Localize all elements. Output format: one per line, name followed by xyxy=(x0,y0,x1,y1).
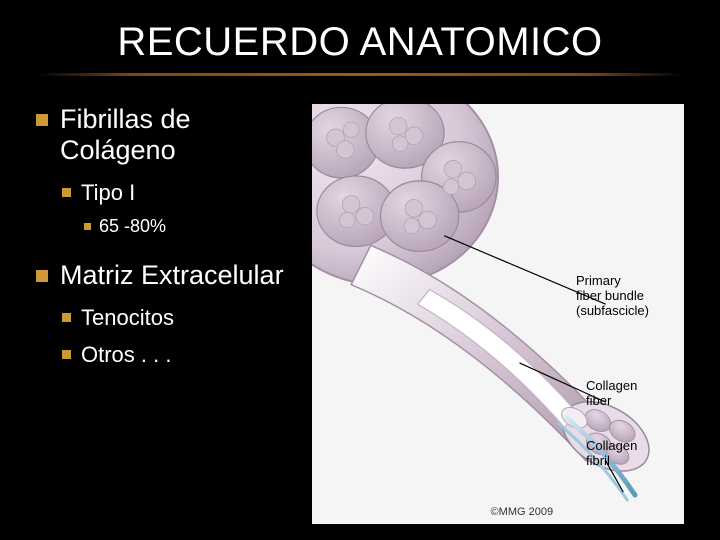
callout-collagen-fiber: Collagen fiber xyxy=(586,379,676,409)
square-bullet-icon xyxy=(36,114,48,126)
callout-primary-bundle: Primary fiber bundle (subfascicle) xyxy=(576,274,676,319)
list-item: Matriz Extracelular Tenocitos xyxy=(36,260,296,368)
text-column: Fibrillas de Colágeno Tipo I xyxy=(36,104,296,524)
callout-text: Collagen xyxy=(586,378,637,393)
copyright-text: ©MMG 2009 xyxy=(491,506,554,518)
slide: RECUERDO ANATOMICO Fibrillas de Colágeno… xyxy=(0,0,720,540)
callout-collagen-fibril: Collagen fibril xyxy=(586,439,676,469)
callout-text: Primary xyxy=(576,273,621,288)
content-row: Fibrillas de Colágeno Tipo I xyxy=(36,104,684,524)
bullet-label: 65 -80% xyxy=(99,216,166,238)
list-item: Otros . . . xyxy=(62,342,296,368)
square-bullet-icon xyxy=(62,313,71,322)
square-bullet-icon xyxy=(62,188,71,197)
callout-text: Collagen xyxy=(586,438,637,453)
bullet-label: Tenocitos xyxy=(81,305,174,331)
callout-text: fiber xyxy=(586,393,611,408)
callout-text: (subfascicle) xyxy=(576,303,649,318)
list-item: Tenocitos xyxy=(62,305,296,331)
list-item: Fibrillas de Colágeno Tipo I xyxy=(36,104,296,238)
square-bullet-icon xyxy=(62,350,71,359)
list-item: Tipo I 65 -80% xyxy=(62,180,296,238)
title-divider xyxy=(36,73,684,76)
callout-text: fibril xyxy=(586,453,610,468)
square-bullet-icon xyxy=(36,270,48,282)
bullet-list: Fibrillas de Colágeno Tipo I xyxy=(36,104,296,368)
bullet-label: Fibrillas de Colágeno xyxy=(60,104,296,166)
square-bullet-icon xyxy=(84,223,91,230)
bullet-label: Matriz Extracelular xyxy=(60,260,284,291)
list-item: 65 -80% xyxy=(84,216,296,238)
bullet-label: Otros . . . xyxy=(81,342,171,368)
bullet-label: Tipo I xyxy=(81,180,135,206)
diagram-panel: Primary fiber bundle (subfascicle) Colla… xyxy=(312,104,684,524)
slide-title: RECUERDO ANATOMICO xyxy=(36,20,684,65)
callout-text: fiber bundle xyxy=(576,288,644,303)
